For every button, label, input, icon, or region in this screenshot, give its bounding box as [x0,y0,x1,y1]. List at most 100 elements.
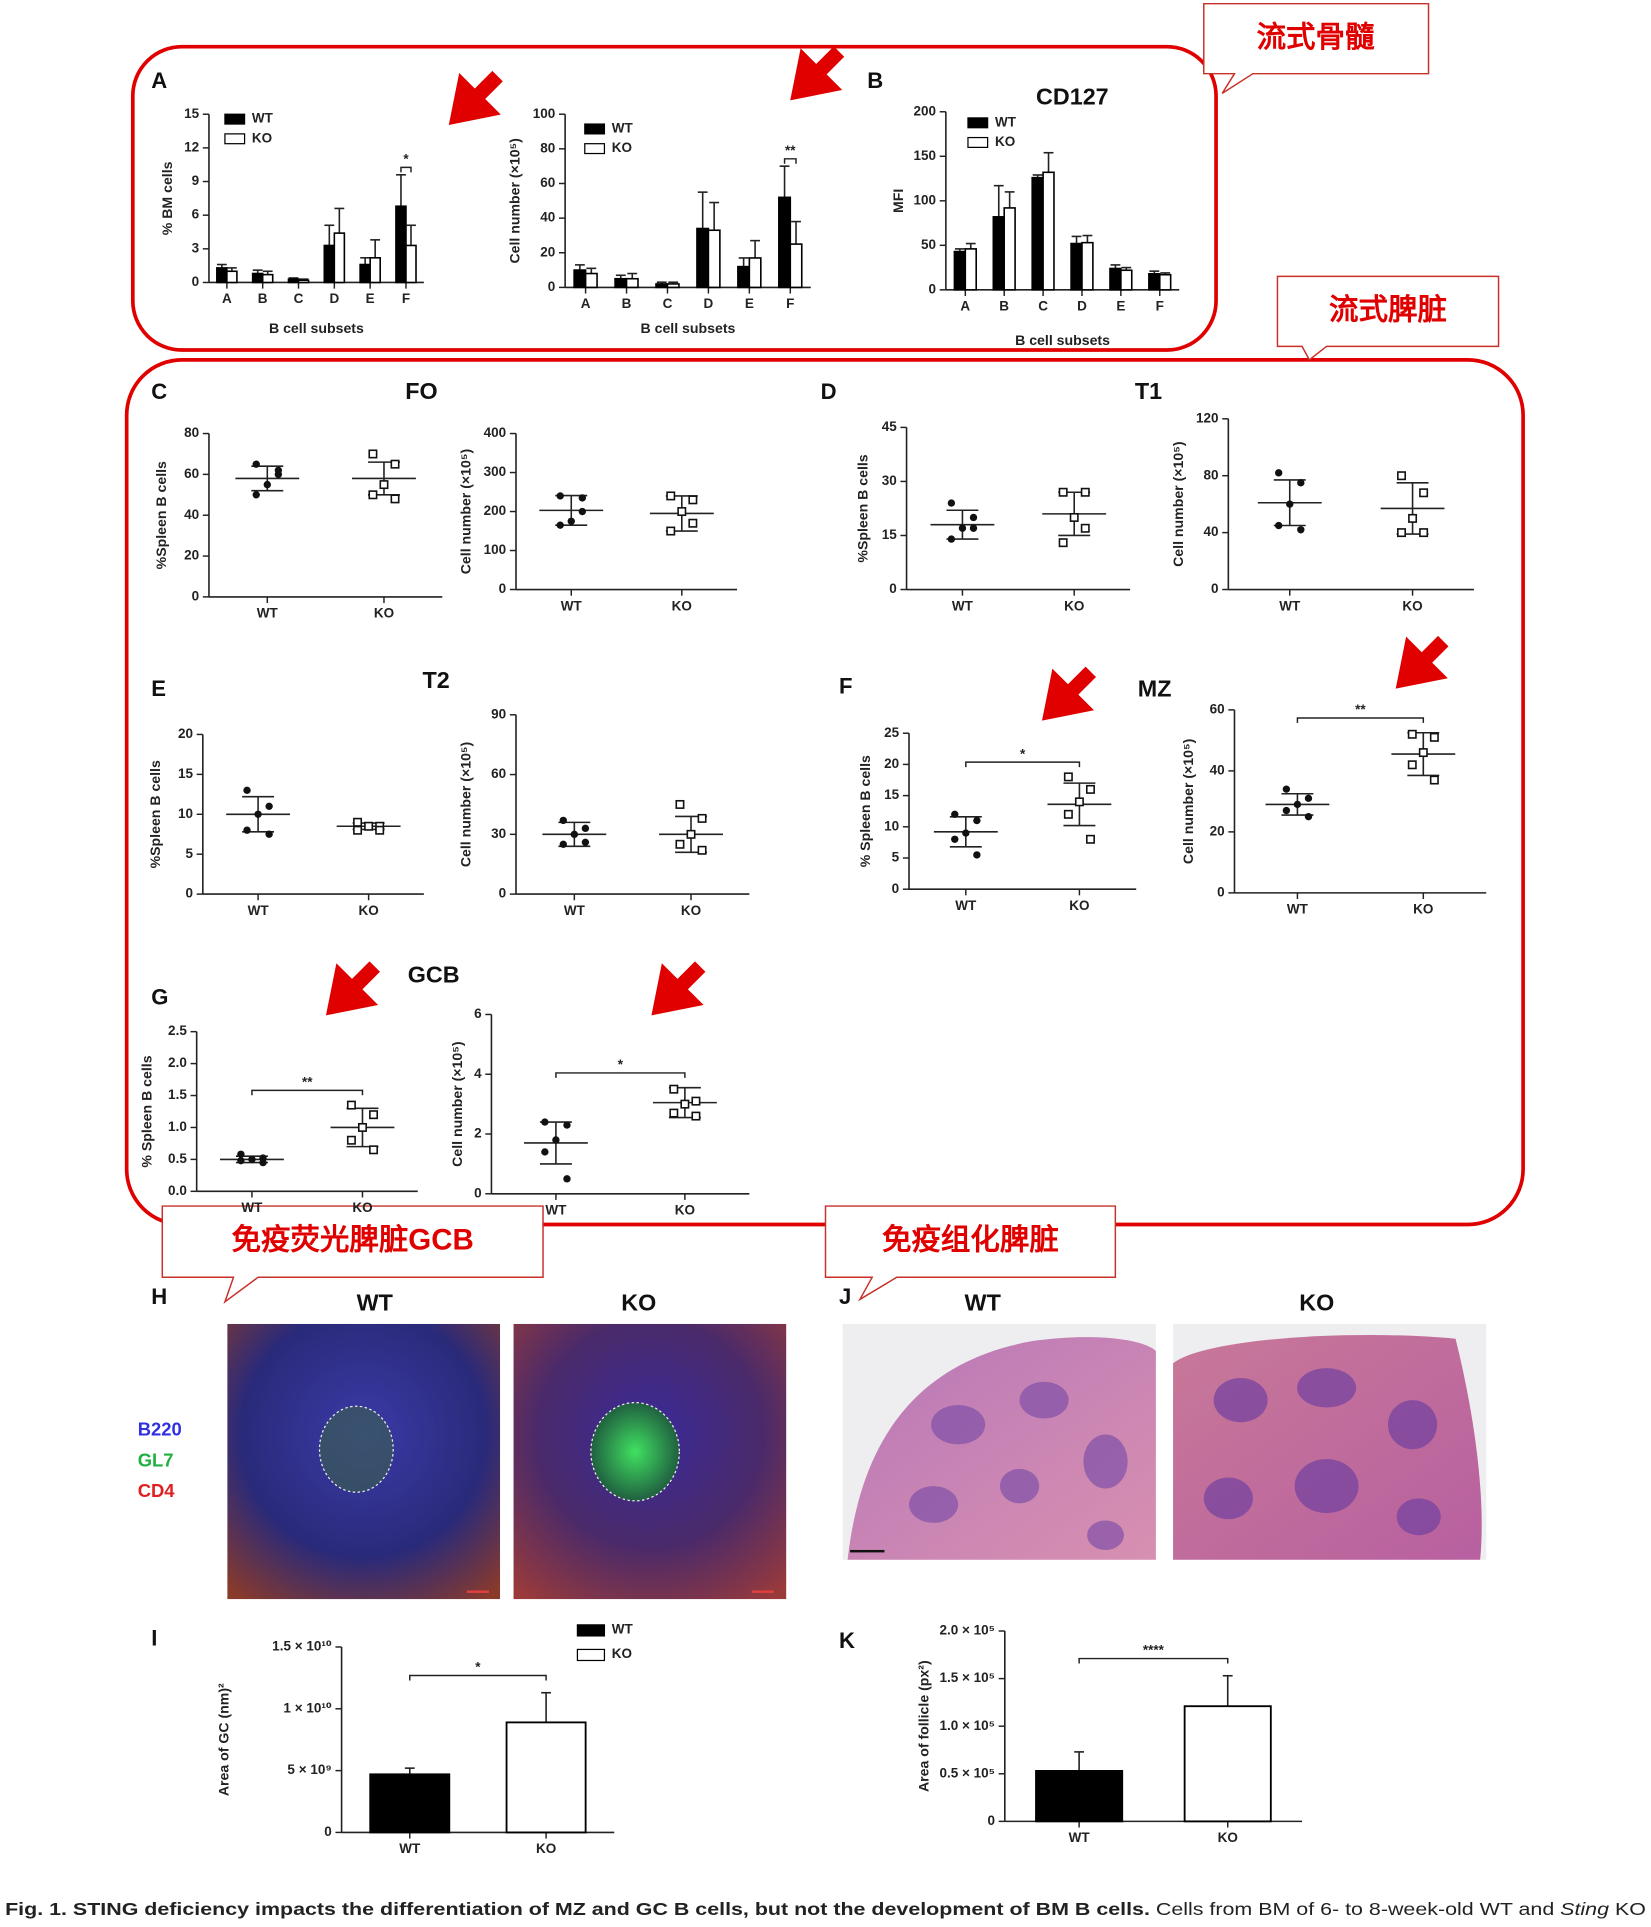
significance-bracket [409,1674,547,1681]
data-point [390,494,400,504]
data-point [1286,500,1294,508]
y-tick-label: 120 [1196,410,1219,425]
data-point [1429,732,1439,742]
data-point [1282,806,1291,815]
chart-title: T2 [423,667,450,693]
bar [1081,241,1094,291]
y-tick-label: 60 [184,466,199,481]
x-tick-label: WT [564,903,586,918]
y-tick-label: 45 [882,419,898,434]
y-tick-label: 15 [884,787,900,802]
data-point [969,524,978,532]
y-tick-label: 80 [1203,467,1218,482]
data-point [581,824,590,833]
significance-bracket [1296,717,1425,723]
y-tick-label: 6 [192,207,200,222]
significance-label: * [475,1660,481,1675]
y-axis-label: %Spleen B cells [147,760,163,868]
panel-letter: I [151,1625,157,1650]
y-tick-label: 0 [192,274,200,289]
y-axis-label: % BM cells [159,161,175,235]
x-tick-label: D [704,296,714,311]
legend-label: WT [612,121,634,136]
data-point [951,810,959,819]
x-tick-label: KO [352,1200,372,1215]
data-point [1429,775,1439,785]
panel-letter: D [821,379,837,404]
y-tick-label: 200 [484,503,507,518]
y-tick-label: 0 [474,1185,482,1200]
data-point [581,838,590,846]
data-point [1297,479,1305,487]
data-point [254,810,262,818]
y-tick-label: 1 × 10¹⁰ [283,1700,331,1715]
caption-text: KO [1609,1898,1646,1918]
y-tick-label: 150 [914,148,937,163]
gc-outline [318,1405,394,1493]
y-tick-label: 15 [184,106,200,121]
y-tick-label: 300 [484,464,507,479]
data-point [559,840,567,848]
y-tick-label: 0 [889,581,897,596]
x-axis-label: B cell subsets [1015,332,1110,348]
arrow [651,961,706,1016]
y-tick-label: 40 [540,210,555,225]
callout-text: 流式骨髓 [1257,21,1375,54]
x-tick-label: KO [1402,598,1422,613]
bar [696,227,710,289]
y-tick-label: 20 [540,244,555,259]
data-point [1304,812,1313,821]
bar [216,267,228,284]
bar [287,278,300,284]
y-tick-label: 10 [178,806,193,821]
data-point [669,1108,679,1118]
y-tick-label: 0 [192,588,200,603]
data-point [666,491,676,501]
significance-bracket [400,166,412,173]
x-tick-label: WT [545,1203,567,1218]
panel-letter: A [151,68,167,93]
gc-outline [590,1401,680,1502]
y-tick-label: 0 [324,1824,332,1839]
data-point [237,1150,245,1158]
y-tick-label: 40 [1203,524,1218,539]
x-tick-label: E [366,291,375,306]
data-point [973,816,981,825]
data-point [346,1135,356,1145]
scale-bar [751,1590,774,1593]
data-point [357,1122,367,1132]
x-tick-label: E [1116,299,1125,314]
significance-label: **** [1143,1643,1165,1658]
arrow [790,46,845,101]
panel-letter: C [151,379,167,404]
bar [789,243,803,289]
data-point [237,1156,245,1165]
data-point [274,466,283,474]
x-tick-label: F [1156,299,1164,314]
data-point [368,490,378,500]
legend-label: KO [612,1646,632,1661]
bar [1148,273,1161,291]
significance-label: * [618,1057,624,1072]
data-point [947,499,956,507]
y-tick-label: 1.5 × 10⁵ [939,1670,995,1685]
bar [1042,171,1055,291]
significance-bracket [555,1072,686,1078]
caption-text: Cells from BM of 6- to 8-week-old WT and [1150,1898,1560,1918]
data-point [1275,469,1283,477]
y-tick-label: 1.5 × 10¹⁰ [272,1639,332,1654]
data-point [1058,487,1068,497]
y-tick-label: 90 [491,706,506,721]
callout-box [1203,2,1430,94]
callout-text: 免疫组化脾脏 [882,1222,1059,1256]
y-tick-label: 25 [884,725,900,740]
bar [261,273,274,284]
data-point [556,521,564,529]
bar [625,277,639,289]
data-point [1063,809,1073,819]
y-axis-label: Cell number (×10⁵) [458,449,474,574]
y-tick-label: 100 [484,542,507,557]
significance-bracket [965,761,1081,768]
data-point [697,813,707,823]
channel-label: GL7 [138,1449,174,1470]
